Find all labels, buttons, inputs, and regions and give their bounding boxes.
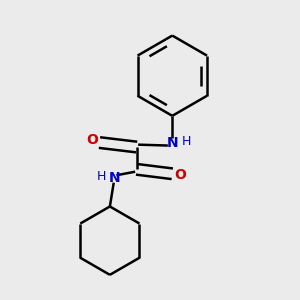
Text: N: N [167,136,178,150]
Text: N: N [109,171,120,185]
Text: H: H [96,170,106,183]
Text: O: O [86,133,98,147]
Text: H: H [182,135,191,148]
Text: O: O [175,168,187,182]
